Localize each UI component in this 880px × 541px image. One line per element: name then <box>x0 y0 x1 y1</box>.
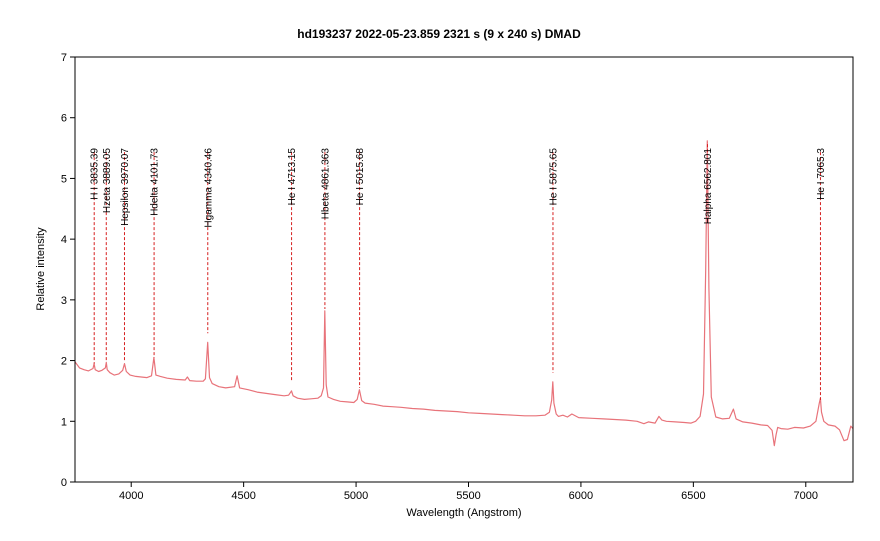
spectrum-line <box>74 140 854 447</box>
chart-title: hd193237 2022-05-23.859 2321 s (9 x 240 … <box>297 27 581 41</box>
y-tick-label: 7 <box>61 52 67 64</box>
line-marker-label: Hdelta 4101.73 <box>150 148 161 216</box>
x-axis-title: Wavelength (Angstrom) <box>406 507 521 519</box>
y-tick-label: 1 <box>61 416 67 428</box>
plot-layer <box>74 140 854 447</box>
line-marker-label: H I 3835.39 <box>90 148 101 200</box>
line-marker-layer: H I 3835.39 Hzeta 3889.05 Hepsilon 3970.07… <box>90 142 827 401</box>
y-tick-label: 2 <box>61 356 67 368</box>
plot-frame <box>74 56 854 483</box>
x-tick-label: 6500 <box>681 490 705 502</box>
x-tick-label: 7000 <box>794 490 818 502</box>
y-tick-label: 3 <box>61 295 67 307</box>
x-tick-label: 4500 <box>231 490 255 502</box>
line-marker-label: Hzeta 3889.05 <box>102 148 113 213</box>
line-marker-label: He I 7065.3 <box>816 148 827 200</box>
y-tick-label: 6 <box>61 113 67 125</box>
y-tick-label: 0 <box>61 477 67 489</box>
y-tick-label: 4 <box>61 234 67 246</box>
line-marker-label: Hgamma 4340.46 <box>203 148 214 228</box>
x-tick-label: 5000 <box>344 490 368 502</box>
x-tick-label: 4000 <box>119 490 143 502</box>
line-marker-label: He I 4713.15 <box>287 148 298 206</box>
line-marker-label: Hepsilon 3970.07 <box>120 148 131 226</box>
line-marker-label: He I 5015.68 <box>355 148 366 206</box>
line-marker-label: Halpha 6562.801 <box>703 148 714 225</box>
y-tick-label: 5 <box>61 173 67 185</box>
axis-layer: 4000 4500 5000 5500 6000 6500 7000 0 1 2 3 4 5 6 7 <box>61 52 854 502</box>
x-tick-label: 5500 <box>456 490 480 502</box>
x-tick-label: 6000 <box>569 490 593 502</box>
y-axis-title: Relative intensity <box>35 227 47 311</box>
line-marker-label: Hbeta 4861.363 <box>320 148 331 220</box>
line-marker-label: He I 5875.65 <box>548 148 559 206</box>
